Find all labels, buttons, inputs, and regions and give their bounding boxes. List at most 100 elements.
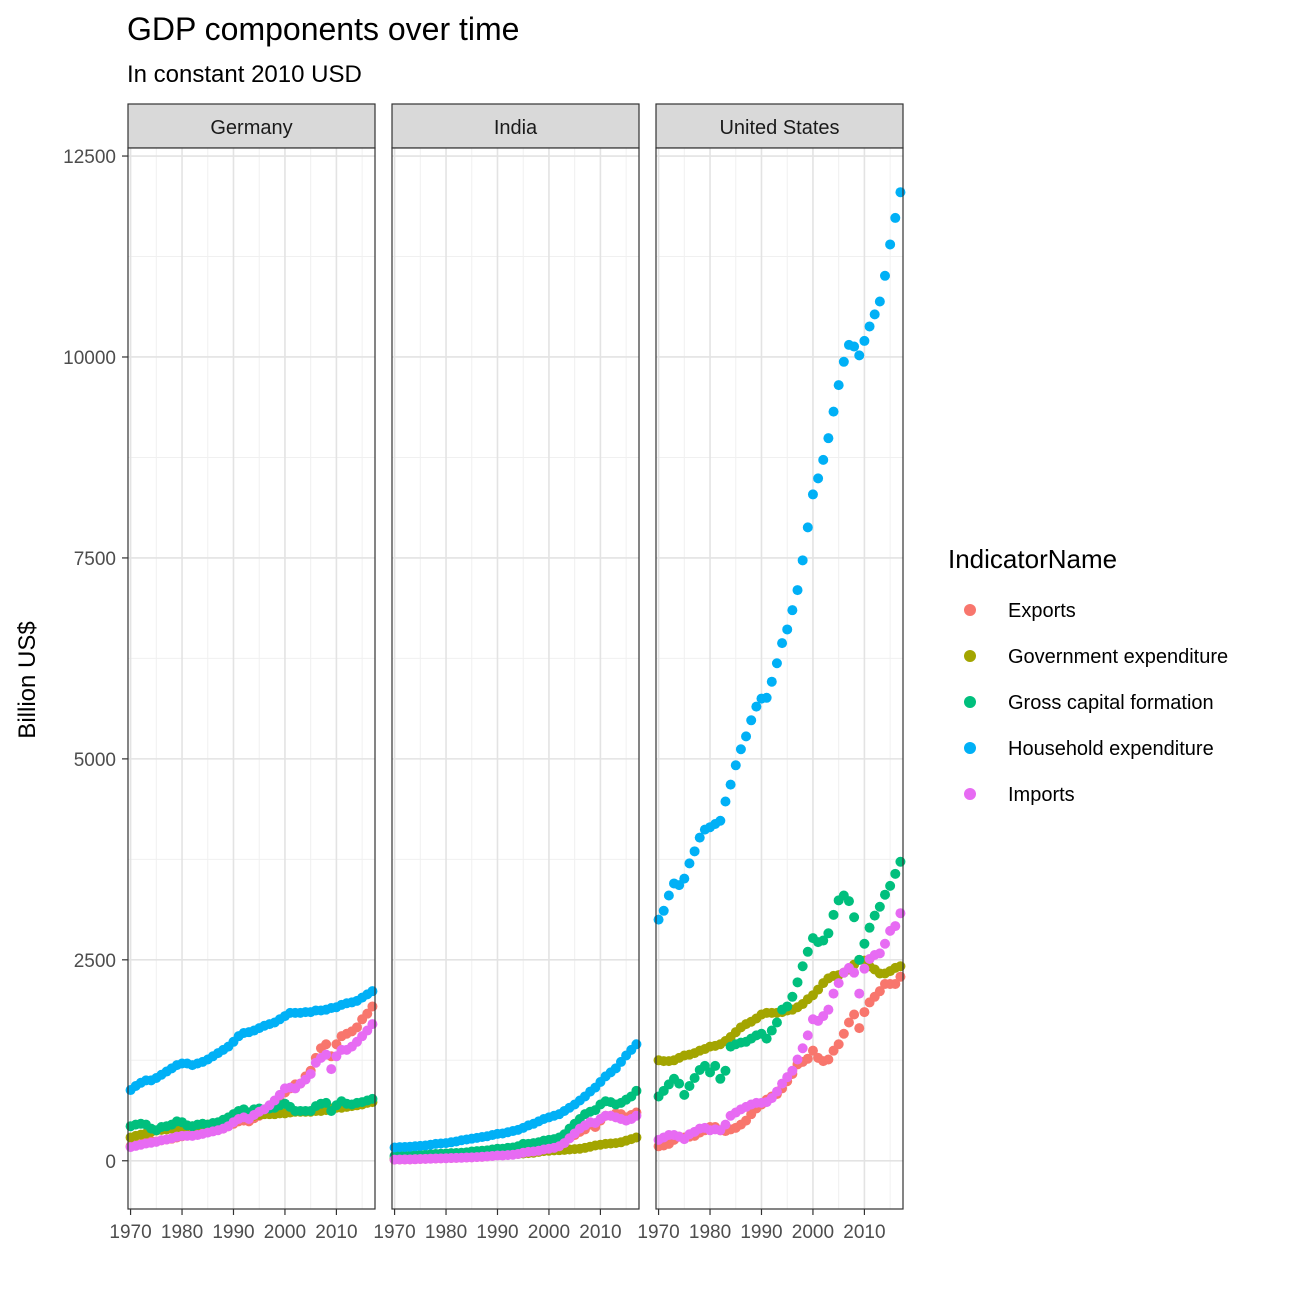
- point-household-expenditure: [838, 356, 849, 367]
- point-exports: [321, 1039, 332, 1050]
- point-household-expenditure: [741, 731, 752, 742]
- point-imports: [326, 1064, 337, 1075]
- point-gross-capital-formation: [802, 946, 813, 957]
- point-government-expenditure: [895, 961, 906, 972]
- legend-key: [964, 696, 976, 708]
- point-household-expenditure: [849, 341, 860, 352]
- x-tick-label: 1980: [425, 1222, 467, 1243]
- point-imports: [874, 948, 885, 959]
- point-imports: [631, 1110, 642, 1121]
- point-gross-capital-formation: [823, 928, 834, 939]
- legend-item-household-expenditure: Household expenditure: [964, 738, 1214, 760]
- legend-items: Exports Government expenditure Gross capit…: [964, 600, 1228, 806]
- chart-subtitle: In constant 2010 USD: [127, 61, 362, 88]
- point-gross-capital-formation: [879, 889, 890, 900]
- legend-key: [964, 742, 976, 754]
- point-household-expenditure: [663, 890, 674, 901]
- point-household-expenditure: [874, 296, 885, 307]
- point-gross-capital-formation: [782, 1001, 793, 1012]
- point-gross-capital-formation: [792, 977, 803, 988]
- x-tick-label: 2000: [264, 1222, 306, 1243]
- point-household-expenditure: [653, 914, 664, 925]
- point-gross-capital-formation: [849, 912, 860, 923]
- point-household-expenditure: [823, 433, 834, 444]
- point-household-expenditure: [807, 489, 818, 500]
- point-exports: [874, 986, 885, 997]
- point-household-expenditure: [771, 658, 782, 669]
- point-household-expenditure: [631, 1039, 642, 1050]
- y-axis-title: Billion US$: [14, 621, 41, 738]
- legend-item-government-expenditure: Government expenditure: [964, 646, 1228, 668]
- point-exports: [362, 1008, 373, 1019]
- facet-strip: [655, 103, 904, 149]
- point-household-expenditure: [859, 335, 870, 346]
- data-points: [653, 187, 906, 1152]
- x-tick-label: 1990: [740, 1222, 782, 1243]
- x-tick-label: 1970: [637, 1222, 679, 1243]
- point-household-expenditure: [864, 321, 875, 332]
- legend-label: Government expenditure: [1008, 646, 1228, 668]
- point-imports: [895, 908, 906, 919]
- point-household-expenditure: [367, 986, 378, 997]
- data-points: [125, 986, 378, 1153]
- panel-border: [391, 147, 640, 1210]
- x-tick-label: 2010: [843, 1222, 885, 1243]
- point-gross-capital-formation: [766, 1025, 777, 1036]
- point-household-expenditure: [689, 846, 700, 857]
- point-gross-capital-formation: [864, 922, 875, 933]
- point-imports: [823, 1004, 834, 1015]
- facet-panel-india: India 1970 1980 1990 2000 2010: [373, 103, 642, 1243]
- legend-key: [964, 604, 976, 616]
- x-tick-label: 1980: [689, 1222, 731, 1243]
- point-government-expenditure: [631, 1132, 642, 1143]
- facet-panel-united-states: United States 1970 1980 1990 2000 2010: [637, 103, 906, 1243]
- point-household-expenditure: [833, 380, 844, 391]
- point-household-expenditure: [730, 760, 741, 771]
- point-imports: [849, 967, 860, 978]
- point-household-expenditure: [885, 239, 896, 250]
- gridlines: [128, 148, 375, 1209]
- point-household-expenditure: [694, 832, 705, 843]
- legend-label: Exports: [1008, 600, 1076, 622]
- facet-panels: Germany 1970 1980 1990 2000 2010 India 1970 1980…: [109, 103, 906, 1243]
- x-tick-label: 2010: [315, 1222, 357, 1243]
- point-household-expenditure: [802, 522, 813, 533]
- point-imports: [890, 921, 901, 932]
- point-exports: [367, 1001, 378, 1012]
- x-tick-label: 1970: [373, 1222, 415, 1243]
- point-household-expenditure: [679, 873, 690, 884]
- legend-label: Household expenditure: [1008, 738, 1214, 760]
- point-household-expenditure: [766, 676, 777, 687]
- point-household-expenditure: [751, 701, 762, 712]
- point-gross-capital-formation: [720, 1065, 731, 1076]
- legend-label: Imports: [1008, 784, 1075, 806]
- legend-key: [964, 788, 976, 800]
- point-imports: [859, 963, 870, 974]
- point-imports: [802, 1030, 813, 1041]
- point-gross-capital-formation: [854, 954, 865, 965]
- point-exports: [859, 1007, 870, 1018]
- x-tick-label: 2010: [579, 1222, 621, 1243]
- point-household-expenditure: [854, 350, 865, 361]
- point-gross-capital-formation: [885, 880, 896, 891]
- point-gross-capital-formation: [631, 1085, 642, 1096]
- point-imports: [321, 1049, 332, 1060]
- point-exports: [838, 1028, 849, 1039]
- point-household-expenditure: [869, 309, 880, 320]
- point-household-expenditure: [720, 796, 731, 807]
- point-household-expenditure: [890, 212, 901, 223]
- point-household-expenditure: [746, 715, 757, 726]
- point-household-expenditure: [761, 692, 772, 703]
- x-tick-label: 1990: [212, 1222, 254, 1243]
- point-household-expenditure: [715, 815, 726, 826]
- point-gross-capital-formation: [895, 856, 906, 867]
- point-gross-capital-formation: [684, 1081, 695, 1092]
- point-gross-capital-formation: [869, 910, 880, 921]
- y-tick-label: 0: [105, 1152, 116, 1173]
- facet-strip: [391, 103, 640, 149]
- point-imports: [854, 988, 865, 999]
- point-gross-capital-formation: [321, 1097, 332, 1108]
- point-gross-capital-formation: [828, 909, 839, 920]
- y-tick-label: 7500: [74, 549, 116, 570]
